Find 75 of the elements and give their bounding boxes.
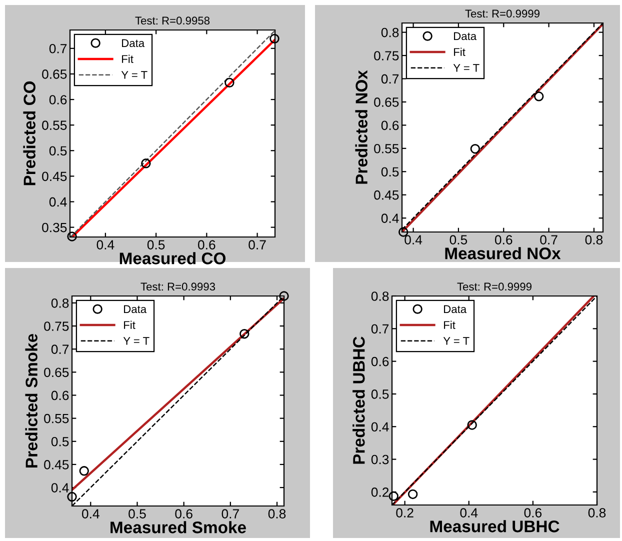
y-axis-title: Predicted CO bbox=[23, 81, 36, 186]
y-tick-label: 0.4 bbox=[51, 483, 69, 492]
x-tick-label: 0.4 bbox=[460, 508, 478, 518]
chart-title: Test: R=0.9999 bbox=[465, 10, 540, 18]
y-tick-label: 0.75 bbox=[374, 51, 399, 60]
legend-label: Data bbox=[454, 32, 477, 40]
y-tick-label: 0.6 bbox=[51, 390, 69, 400]
x-tick-label: 0.6 bbox=[494, 235, 512, 244]
chart-title: Test: R=0.9999 bbox=[457, 282, 532, 291]
legend-label: Data bbox=[444, 305, 467, 314]
x-tick-label: 0.8 bbox=[588, 508, 606, 518]
y-tick-label: 0.5 bbox=[381, 167, 399, 177]
legend-label: Fit bbox=[444, 320, 456, 329]
x-tick-label: 0.5 bbox=[147, 240, 165, 250]
y-tick-label: 0.6 bbox=[381, 120, 399, 130]
y-tick-label: 0.45 bbox=[44, 460, 69, 470]
y-tick-label: 0.5 bbox=[371, 390, 389, 399]
y-tick-label: 0.5 bbox=[49, 146, 67, 156]
legend-label: Y = T bbox=[123, 337, 150, 345]
y-tick-label: 0.35 bbox=[42, 222, 67, 232]
x-tick-label: 0.5 bbox=[450, 235, 468, 244]
x-axis-title: Measured CO bbox=[120, 252, 226, 264]
y-tick-label: 0.4 bbox=[49, 197, 67, 207]
x-tick-label: 0.4 bbox=[82, 509, 100, 518]
y-tick-label: 0.4 bbox=[381, 214, 399, 223]
x-tick-label: 0.7 bbox=[540, 235, 558, 244]
legend-label: Y = T bbox=[121, 71, 148, 79]
y-tick-label: 0.5 bbox=[51, 436, 69, 446]
x-tick-label: 0.8 bbox=[268, 509, 286, 518]
x-axis-title: Measured NOx bbox=[445, 247, 561, 260]
y-tick-label: 0.4 bbox=[371, 422, 389, 432]
y-tick-label: 0.65 bbox=[44, 368, 69, 378]
x-tick-label: 0.6 bbox=[198, 240, 216, 250]
y-tick-label: 0.2 bbox=[371, 488, 389, 497]
y-tick-label: 0.7 bbox=[51, 344, 69, 354]
y-axis-title: Predicted NOx bbox=[355, 70, 368, 184]
y-tick-label: 0.75 bbox=[44, 322, 69, 331]
y-tick-label: 0.6 bbox=[371, 356, 389, 366]
x-axis-title: Measured Smoke bbox=[110, 521, 246, 534]
x-tick-label: 0.5 bbox=[128, 509, 146, 518]
legend-label: Fit bbox=[122, 54, 134, 63]
y-tick-label: 0.8 bbox=[51, 298, 69, 308]
x-tick-label: 0.7 bbox=[248, 240, 266, 250]
x-tick-label: 0.6 bbox=[524, 508, 542, 518]
chart-title: Test: R=0.9958 bbox=[135, 16, 210, 25]
y-tick-label: 0.65 bbox=[374, 98, 399, 107]
legend-label: Data bbox=[124, 305, 147, 314]
y-tick-label: 0.7 bbox=[49, 44, 67, 54]
x-axis-title: Measured UBHC bbox=[430, 520, 560, 532]
y-axis-title: Predicted Smoke bbox=[25, 334, 38, 468]
x-tick-label: 0.4 bbox=[96, 240, 114, 250]
legend-label: Y = T bbox=[443, 337, 470, 345]
y-tick-label: 0.7 bbox=[371, 324, 389, 334]
x-tick-label: 0.4 bbox=[404, 235, 422, 244]
y-axis-title: Predicted UBHC bbox=[352, 336, 365, 464]
y-tick-label: 0.55 bbox=[374, 144, 399, 154]
x-tick-label: 0.8 bbox=[585, 235, 603, 244]
legend-label: Data bbox=[122, 39, 145, 48]
y-tick-label: 0.8 bbox=[371, 292, 389, 301]
y-tick-label: 0.3 bbox=[371, 454, 389, 464]
y-tick-label: 0.55 bbox=[44, 414, 69, 424]
x-tick-label: 0.7 bbox=[222, 509, 239, 518]
y-tick-label: 0.6 bbox=[49, 95, 67, 104]
x-tick-label: 0.2 bbox=[396, 508, 414, 518]
chart-title: Test: R=0.9993 bbox=[140, 282, 216, 291]
y-tick-label: 0.45 bbox=[42, 172, 67, 182]
y-tick-label: 0.55 bbox=[42, 120, 67, 130]
y-tick-label: 0.8 bbox=[381, 28, 399, 38]
x-tick-label: 0.6 bbox=[175, 509, 192, 518]
legend-label: Fit bbox=[454, 48, 466, 56]
legend-label: Y = T bbox=[453, 64, 480, 72]
y-tick-label: 0.45 bbox=[374, 190, 399, 200]
y-tick-label: 0.7 bbox=[381, 74, 399, 84]
y-tick-label: 0.65 bbox=[42, 70, 67, 79]
legend-label: Fit bbox=[124, 320, 136, 329]
